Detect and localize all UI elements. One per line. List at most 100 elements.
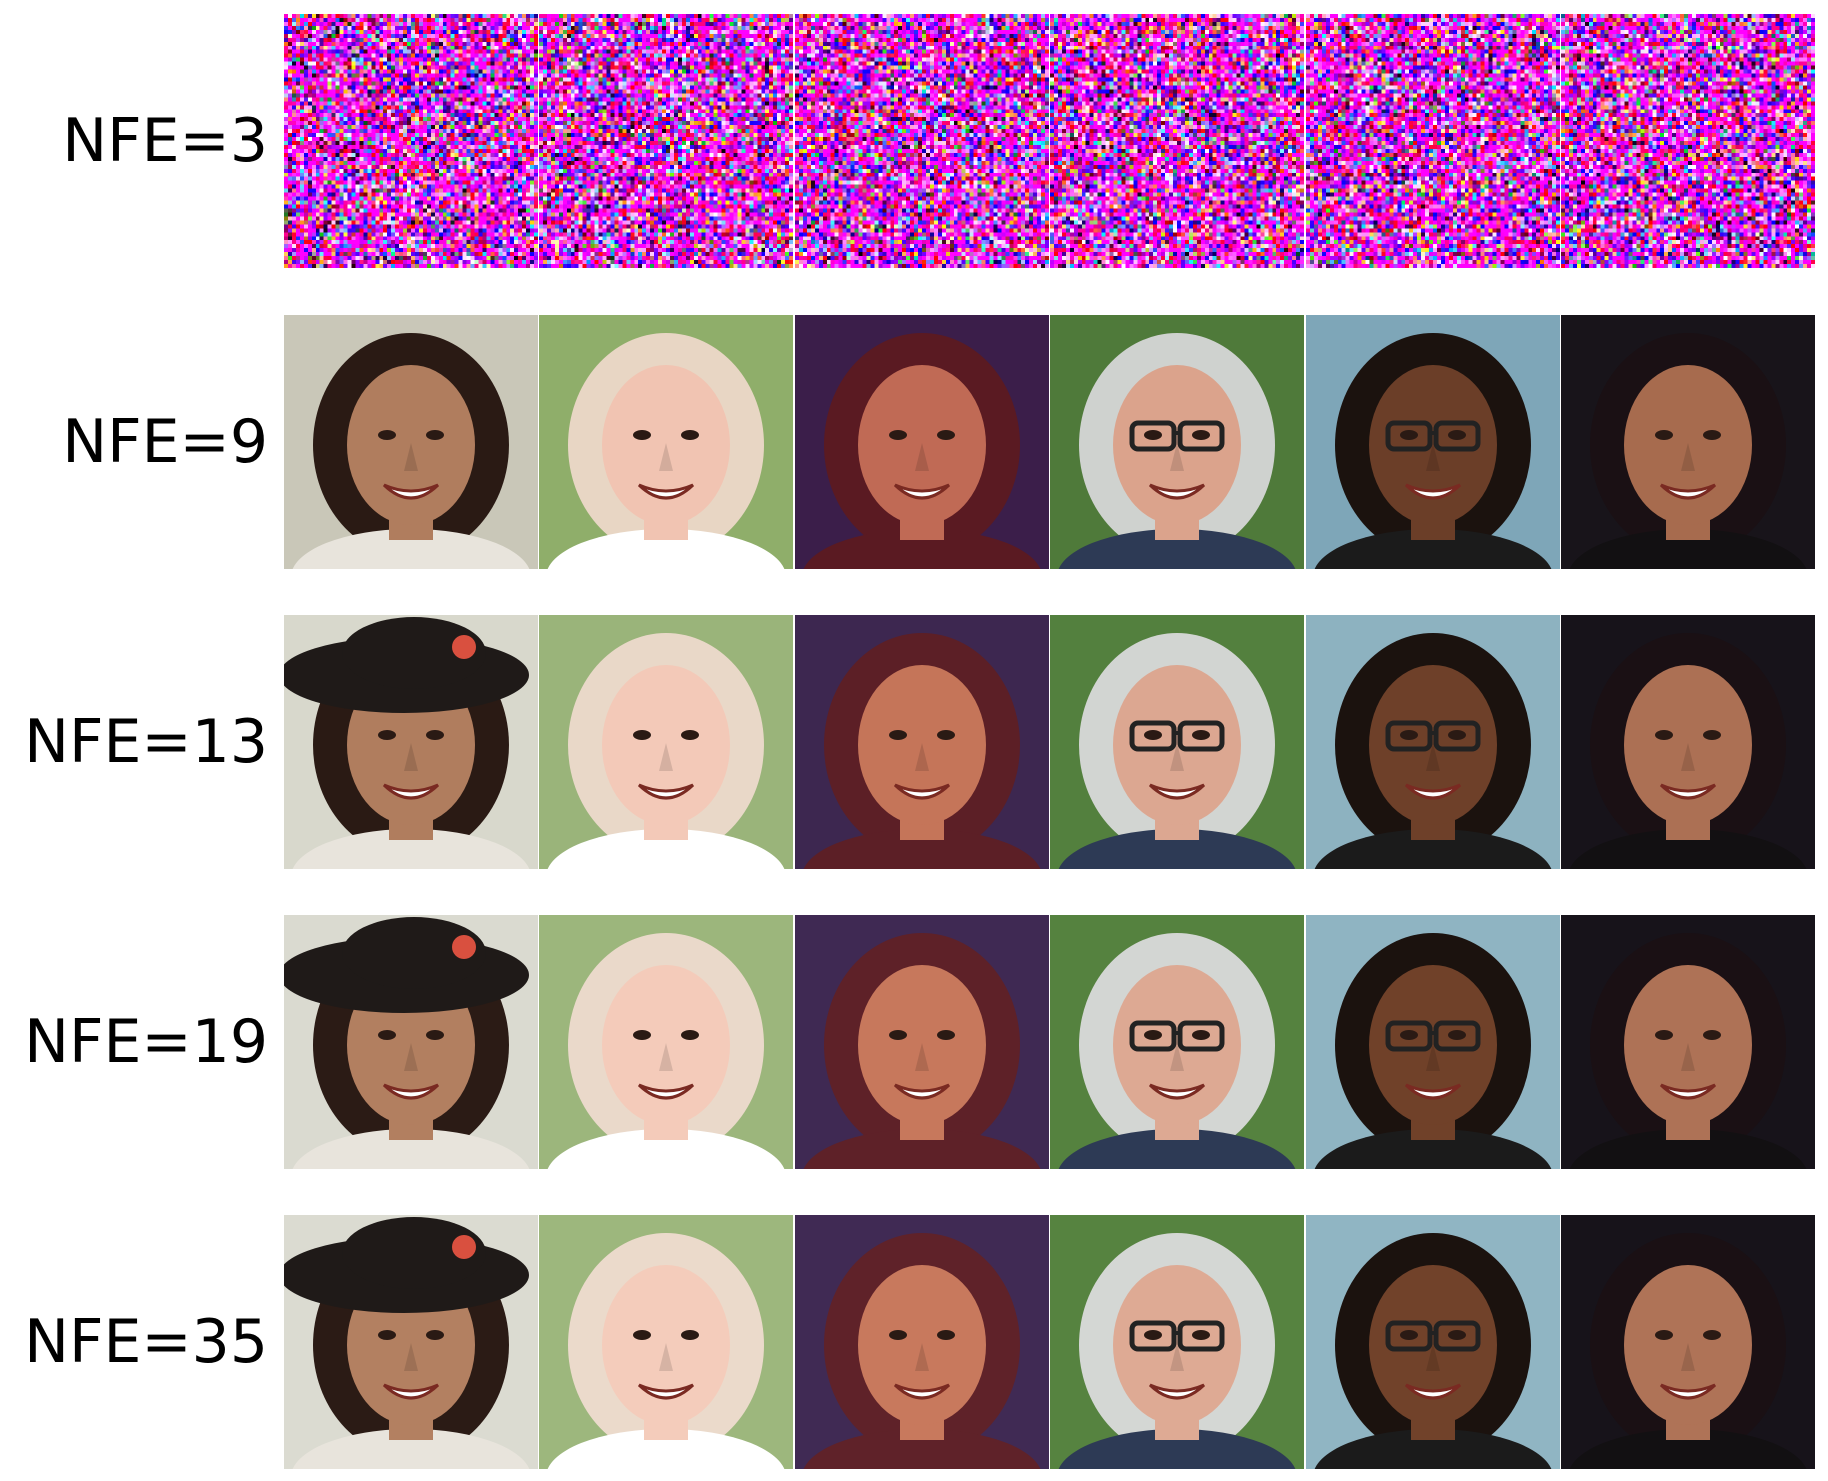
- left-eye: [889, 1330, 907, 1340]
- right-eye: [1448, 730, 1466, 740]
- right-eye: [426, 730, 444, 740]
- row-nfe-3: NFE=3: [0, 14, 1828, 268]
- face-image: [1561, 1215, 1815, 1469]
- sample-tile: [539, 915, 793, 1169]
- hat-flower: [452, 935, 476, 959]
- face-image: [1561, 615, 1815, 869]
- face-image: [1306, 915, 1560, 1169]
- sample-tile: [539, 1215, 793, 1469]
- noise-image: [539, 14, 793, 268]
- face-image: [1306, 615, 1560, 869]
- left-eye: [1400, 1030, 1418, 1040]
- left-eye: [1655, 1030, 1673, 1040]
- left-eye: [633, 1030, 651, 1040]
- sample-tile: [1561, 14, 1815, 268]
- sample-tile: [1561, 915, 1815, 1169]
- left-eye: [378, 1030, 396, 1040]
- face-image: [539, 615, 793, 869]
- sample-tile: [1050, 315, 1304, 569]
- left-eye: [378, 730, 396, 740]
- left-eye: [1400, 730, 1418, 740]
- left-eye: [1655, 1330, 1673, 1340]
- left-eye: [633, 730, 651, 740]
- sample-tile: [1050, 615, 1304, 869]
- left-eye: [1144, 730, 1162, 740]
- face-image: [795, 1215, 1049, 1469]
- face-image: [539, 915, 793, 1169]
- left-eye: [378, 1330, 396, 1340]
- right-eye: [1192, 730, 1210, 740]
- right-eye: [681, 1330, 699, 1340]
- left-eye: [1144, 1030, 1162, 1040]
- noise-image: [284, 14, 538, 268]
- row-label: NFE=35: [0, 1215, 268, 1469]
- row-label: NFE=19: [0, 915, 268, 1169]
- sample-tile: [795, 1215, 1049, 1469]
- sample-tile: [284, 315, 538, 569]
- left-eye: [1400, 430, 1418, 440]
- row-nfe-9: NFE=9: [0, 315, 1828, 569]
- sample-tile: [284, 1215, 538, 1469]
- left-eye: [889, 430, 907, 440]
- row-label: NFE=9: [0, 315, 268, 569]
- sample-tile: [1306, 1215, 1560, 1469]
- right-eye: [426, 1030, 444, 1040]
- sample-tile: [1050, 14, 1304, 268]
- right-eye: [1448, 430, 1466, 440]
- right-eye: [681, 430, 699, 440]
- right-eye: [426, 1330, 444, 1340]
- right-eye: [681, 730, 699, 740]
- sample-tile: [1050, 915, 1304, 1169]
- sample-tile: [795, 14, 1049, 268]
- left-eye: [378, 430, 396, 440]
- right-eye: [1448, 1330, 1466, 1340]
- row-label: NFE=3: [0, 14, 268, 268]
- face-image: [284, 1215, 538, 1469]
- face-image: [284, 615, 538, 869]
- sample-tile: [795, 915, 1049, 1169]
- right-eye: [1703, 1030, 1721, 1040]
- right-eye: [1448, 1030, 1466, 1040]
- face-image: [284, 315, 538, 569]
- left-eye: [633, 430, 651, 440]
- sample-tile: [1050, 1215, 1304, 1469]
- sample-tile: [1561, 1215, 1815, 1469]
- left-eye: [1400, 1330, 1418, 1340]
- noise-image: [1306, 14, 1560, 268]
- right-eye: [1703, 430, 1721, 440]
- right-eye: [937, 1330, 955, 1340]
- face-image: [539, 315, 793, 569]
- sample-tile: [539, 14, 793, 268]
- right-eye: [1192, 430, 1210, 440]
- sample-tile: [1306, 615, 1560, 869]
- left-eye: [1144, 430, 1162, 440]
- right-eye: [1703, 1330, 1721, 1340]
- sample-tile: [1306, 915, 1560, 1169]
- face-image: [284, 915, 538, 1169]
- left-eye: [1655, 430, 1673, 440]
- sample-tile: [1306, 315, 1560, 569]
- face-image: [1050, 1215, 1304, 1469]
- right-eye: [1192, 1030, 1210, 1040]
- row-nfe-19: NFE=19: [0, 915, 1828, 1169]
- face-image: [1561, 315, 1815, 569]
- sample-tile: [795, 615, 1049, 869]
- sample-tile: [1561, 315, 1815, 569]
- right-eye: [426, 430, 444, 440]
- row-nfe-35: NFE=35: [0, 1215, 1828, 1469]
- right-eye: [937, 730, 955, 740]
- face-image: [1306, 1215, 1560, 1469]
- row-nfe-13: NFE=13: [0, 615, 1828, 869]
- face-image: [795, 915, 1049, 1169]
- face-image: [1561, 915, 1815, 1169]
- face-image: [1050, 315, 1304, 569]
- right-eye: [1192, 1330, 1210, 1340]
- face-image: [1050, 615, 1304, 869]
- noise-image: [795, 14, 1049, 268]
- sample-tile: [795, 315, 1049, 569]
- right-eye: [1703, 730, 1721, 740]
- left-eye: [1655, 730, 1673, 740]
- sample-tile: [539, 615, 793, 869]
- left-eye: [889, 1030, 907, 1040]
